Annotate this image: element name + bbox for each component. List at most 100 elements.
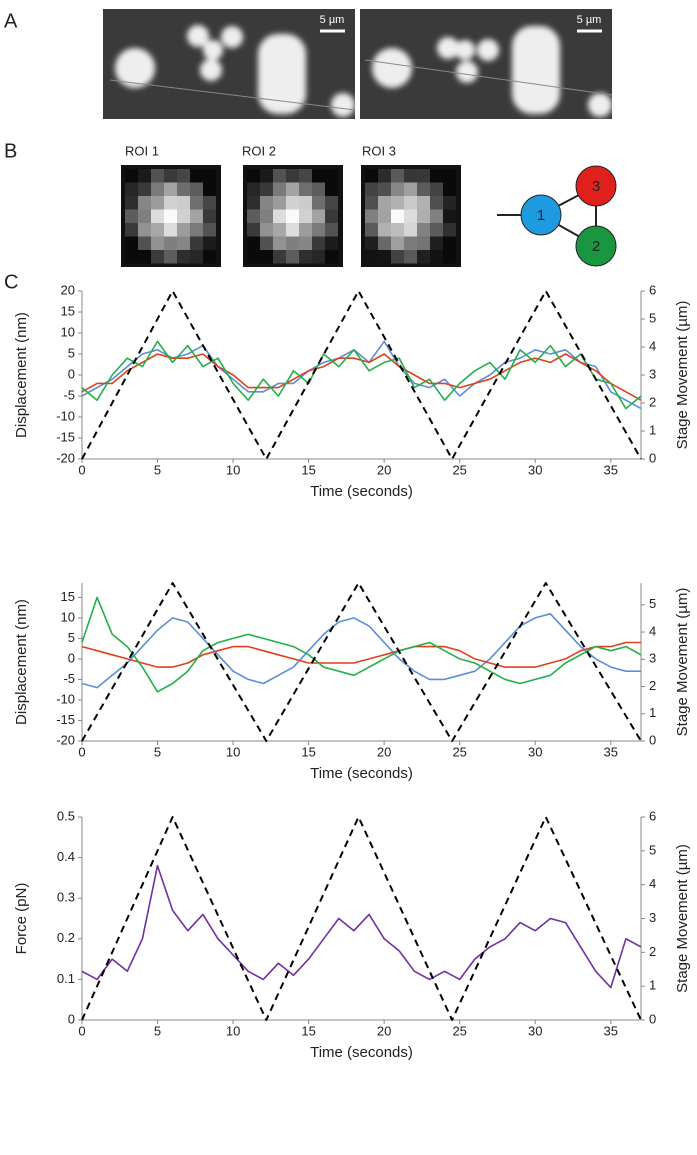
roi-pixel — [260, 250, 273, 264]
y-tick-label: 0 — [68, 366, 75, 381]
roi-pixel — [312, 196, 325, 210]
y2-tick-label: 4 — [649, 338, 656, 353]
y-tick-label: 0 — [68, 1011, 75, 1026]
roi-label: ROI 1 — [125, 143, 159, 158]
roi-pixel — [164, 182, 177, 196]
roi-pixel — [365, 169, 378, 183]
y2-tick-label: 4 — [649, 876, 656, 891]
roi-pixel — [430, 236, 443, 250]
roi-pixel — [190, 182, 203, 196]
x-tick-label: 20 — [377, 462, 391, 477]
roi-pixel — [378, 196, 391, 210]
roi-pixel — [203, 169, 216, 183]
y2-tick-label: 4 — [649, 623, 656, 638]
roi-pixel — [365, 223, 378, 237]
roi-pixel — [365, 250, 378, 264]
roi-pixel — [260, 169, 273, 183]
roi-pixel — [203, 209, 216, 223]
x-tick-label: 35 — [604, 1023, 618, 1038]
x-tick-label: 10 — [226, 744, 240, 759]
roi-pixel — [299, 250, 312, 264]
roi-pixel — [164, 209, 177, 223]
roi-pixel — [203, 250, 216, 264]
y2-tick-label: 2 — [649, 394, 656, 409]
roi-pixel — [443, 223, 456, 237]
roi-pixel — [286, 250, 299, 264]
y2-tick-label: 5 — [649, 596, 656, 611]
roi-pixel — [299, 169, 312, 183]
roi-pixel — [378, 236, 391, 250]
roi-pixel — [151, 250, 164, 264]
data-line — [81, 340, 642, 410]
roi-pixel — [138, 182, 151, 196]
roi-pixel — [391, 250, 404, 264]
y2-axis-title: Stage Movement (µm) — [674, 844, 691, 993]
roi-pixel — [430, 209, 443, 223]
x-tick-label: 0 — [78, 744, 85, 759]
roi-pixel — [365, 236, 378, 250]
data-line — [81, 596, 642, 693]
roi-pixel — [391, 236, 404, 250]
roi-label: ROI 3 — [362, 143, 396, 158]
x-tick-label: 30 — [528, 744, 542, 759]
y-axis-title: Force (pN) — [13, 883, 30, 955]
y-axis-title: Displacement (nm) — [13, 599, 30, 725]
roi-pixel — [443, 236, 456, 250]
roi-pixel — [378, 182, 391, 196]
roi-pixel — [190, 169, 203, 183]
roi-pixel — [312, 169, 325, 183]
roi-pixel — [273, 209, 286, 223]
y-tick-label: 15 — [61, 589, 75, 604]
y-tick-label: 5 — [68, 630, 75, 645]
roi-pixel — [404, 182, 417, 196]
roi-pixel — [151, 223, 164, 237]
data-line — [81, 340, 642, 410]
roi-pixel — [247, 236, 260, 250]
roi-pixel — [312, 236, 325, 250]
roi-pixel — [247, 209, 260, 223]
x-tick-label: 35 — [604, 744, 618, 759]
roi-pixel — [203, 236, 216, 250]
roi-pixel — [404, 169, 417, 183]
data-line — [81, 641, 641, 668]
y-tick-label: 5 — [68, 345, 75, 360]
y2-axis-title: Stage Movement (µm) — [674, 588, 691, 737]
roi-pixel — [378, 223, 391, 237]
y-tick-label: -15 — [56, 429, 75, 444]
roi-pixel — [190, 250, 203, 264]
y-tick-label: -5 — [63, 671, 75, 686]
y-tick-label: 0.3 — [57, 890, 75, 905]
roi-pixel — [430, 250, 443, 264]
roi-pixel — [365, 196, 378, 210]
roi-pixel — [247, 196, 260, 210]
roi-pixel — [273, 223, 286, 237]
x-tick-label: 25 — [452, 744, 466, 759]
roi-pixel — [286, 182, 299, 196]
x-tick-label: 5 — [154, 462, 161, 477]
roi-pixel — [286, 223, 299, 237]
panel-label: B — [4, 140, 17, 162]
node-label: 3 — [592, 178, 600, 195]
y2-tick-label: 5 — [649, 842, 656, 857]
roi-pixel — [325, 169, 338, 183]
roi-pixel — [430, 223, 443, 237]
roi-pixel — [260, 236, 273, 250]
roi-pixel — [325, 209, 338, 223]
roi-pixel — [164, 196, 177, 210]
roi-pixel — [203, 182, 216, 196]
x-tick-label: 20 — [377, 1023, 391, 1038]
data-line — [81, 613, 641, 689]
roi-pixel — [443, 209, 456, 223]
roi-pixel — [299, 236, 312, 250]
y2-tick-label: 0 — [649, 1011, 656, 1026]
roi-pixel — [125, 196, 138, 210]
roi-pixel — [430, 169, 443, 183]
roi-pixel — [151, 196, 164, 210]
y2-tick-label: 2 — [649, 678, 656, 693]
roi-pixel — [325, 250, 338, 264]
roi-pixel — [247, 182, 260, 196]
y-tick-label: -10 — [56, 691, 75, 706]
roi-pixel — [177, 209, 190, 223]
roi-pixel — [125, 182, 138, 196]
roi-pixel — [325, 236, 338, 250]
